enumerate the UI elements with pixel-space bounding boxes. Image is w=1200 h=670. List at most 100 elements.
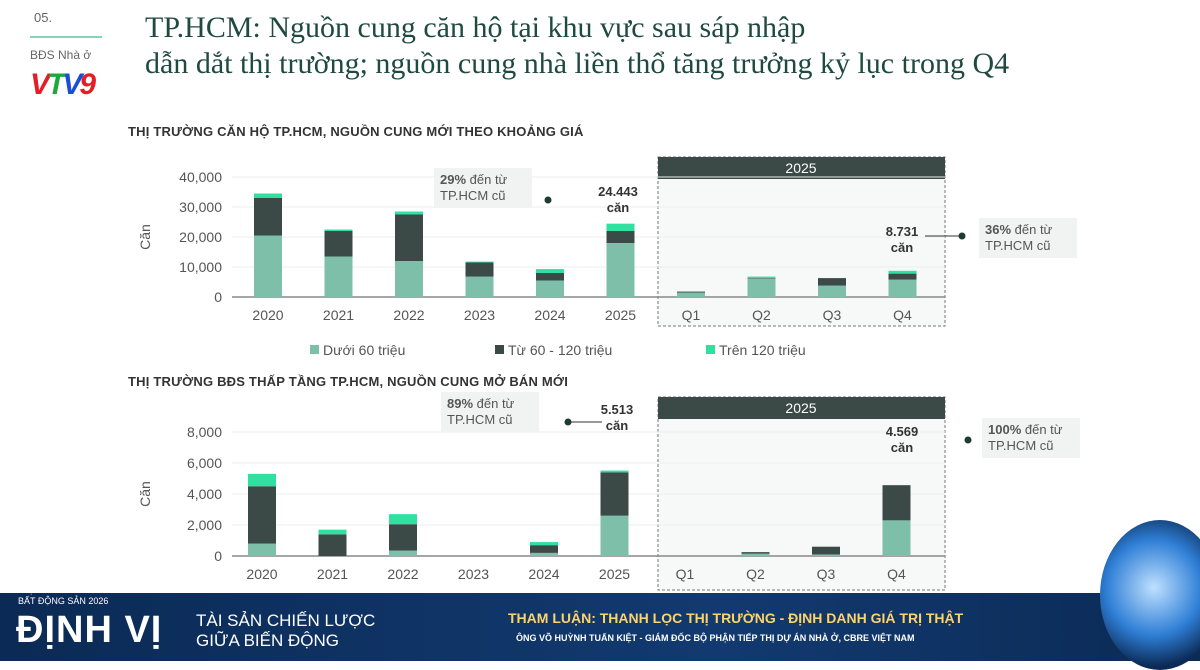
annotation-unit: căn [891,440,913,455]
x-tick-label: Q4 [887,566,906,582]
chart1-group-header [658,157,945,179]
page-title: TP.HCM: Nguồn cung căn hộ tại khu vực sa… [145,10,1009,82]
x-tick-label: Q3 [823,307,842,323]
banner-tagline: TÀI SẢN CHIẾN LƯỢC GIỮA BIẾN ĐỘNG [196,611,375,651]
x-tick-label: 2023 [458,566,489,582]
bar-segment-2025-s1 [600,472,629,516]
bar-segment-2021-s0 [324,256,353,297]
slide-number: 05. [34,10,53,25]
x-tick-label: Q2 [746,566,765,582]
bar-segment-Q4-s0 [882,520,911,556]
chart2-group-label: 2025 [785,400,816,416]
bar-segment-2025-s0 [600,515,629,556]
annotation-note: TP.HCM cũ [985,238,1051,253]
bar-segment-Q4-s2 [888,270,917,274]
x-tick-label: 2022 [393,307,424,323]
x-tick-label: Q1 [676,566,695,582]
annotation-pct: 36% đến từ [985,222,1053,237]
legend-label: Từ 60 - 120 triệu [508,342,612,358]
kicker-2: BẤT ĐỘNG SẢN 2026 [18,596,109,606]
x-tick-label: Q3 [817,566,836,582]
bar-segment-Q3-s0 [812,554,840,556]
bar-segment-2020-s2 [248,473,276,487]
bar-segment-2020-s1 [254,198,282,236]
bar-segment-Q3-s1 [818,278,846,286]
title-line-1: TP.HCM: Nguồn cung căn hộ tại khu vực sa… [145,11,806,44]
chart2-title: THỊ TRƯỜNG BĐS THẤP TẦNG TP.HCM, NGUỒN C… [128,374,569,389]
x-tick-label: 2020 [252,307,283,323]
bar-segment-Q2-s1 [747,277,776,279]
y-tick-label: 40,000 [179,169,222,185]
x-tick-label: 2024 [528,566,559,582]
legend-label: Trên 120 triệu [719,342,806,358]
broadcast-banner: THỊ TRƯỜNG BẤT ĐỘNG SẢN 2026 ĐỊNH VỊ TÀI … [0,585,1200,661]
bar-segment-2024-s1 [536,273,564,281]
bar-segment-2022-s2 [389,514,417,525]
bar-segment-Q2-s0 [747,278,776,297]
kicker-1: THỊ TRƯỜNG [18,585,76,595]
section-label: BĐS Nhà ở [30,48,92,62]
x-tick-label: 2022 [387,566,418,582]
y-tick-label: 4,000 [187,486,222,502]
bar-segment-2023-s1 [465,262,494,277]
chart1-title: THỊ TRƯỜNG CĂN HỘ TP.HCM, NGUỒN CUNG MỚI… [128,124,584,139]
annotation-pct: 100% đến từ [988,422,1063,437]
y-tick-label: 6,000 [187,455,222,471]
bar-segment-2022-s1 [395,214,423,261]
chart1-2025-box [657,156,946,327]
y-tick-label: 8,000 [187,424,222,440]
banner-brand: ĐỊNH VỊ [16,609,163,651]
annotation-total: 5.513 [601,402,634,417]
bar-segment-2021-s2 [318,529,347,535]
bar-segment-2024-s0 [536,280,564,297]
legend-swatch [310,345,319,354]
bar-segment-2025-s1 [606,231,635,243]
annotation-note: TP.HCM cũ [988,438,1054,453]
annotation-box [979,218,1077,258]
bar-segment-Q1-s0 [677,292,705,297]
annotation-note: TP.HCM cũ [440,188,506,203]
bar-segment-2022-s0 [389,550,417,556]
title-line-2: dẫn dắt thị trường; nguồn cung nhà liền … [145,47,1010,80]
vtv9-logo: VTV9 [30,68,96,101]
bar-segment-Q3-s0 [818,285,846,297]
annotation-dot [964,436,972,444]
bar-segment-Q3-s1 [812,546,840,555]
bar-segment-Q2-s1 [741,552,770,554]
chart1-group-label: 2025 [785,160,816,176]
y-tick-label: 30,000 [179,199,222,215]
bar-segment-2024-s2 [530,542,558,546]
annotation-note: TP.HCM cũ [447,412,513,427]
legend-label: Dưới 60 triệu [323,342,405,358]
x-tick-label: Q1 [682,307,701,323]
banner-kicker: THỊ TRƯỜNG BẤT ĐỘNG SẢN 2026 [18,585,108,607]
divider [30,36,102,38]
bar-segment-2025-s2 [600,470,629,473]
bar-segment-2022-s1 [389,524,417,551]
banner-headline: THAM LUẬN: THANH LỌC THỊ TRƯỜNG - ĐỊNH D… [508,610,964,626]
y-axis-label: Căn [137,224,153,250]
annotation-total: 4.569 [886,424,919,439]
bar-segment-2020-s2 [254,193,282,198]
globe-graphic [1100,520,1200,670]
y-tick-label: 10,000 [179,259,222,275]
bar-segment-Q4-s0 [888,279,917,297]
x-tick-label: 2023 [464,307,495,323]
bar-segment-Q2-s2 [747,276,776,278]
bar-segment-2024-s1 [530,545,558,553]
annotation-total: 24.443 [598,184,638,199]
bar-segment-2022-s2 [395,211,423,215]
x-tick-label: 2025 [599,566,630,582]
bar-segment-2021-s2 [324,229,353,231]
annotation-box [441,392,539,432]
bar-segment-2023-s0 [465,276,494,297]
bar-segment-2022-s0 [395,261,423,297]
annotation-unit: căn [607,200,629,215]
bar-segment-Q2-s0 [741,553,770,556]
x-tick-label: 2021 [317,566,348,582]
y-tick-label: 0 [214,548,222,564]
annotation-pct: 89% đến từ [447,396,515,411]
x-tick-label: 2025 [605,307,636,323]
bar-segment-2020-s0 [248,543,276,556]
x-tick-label: 2020 [246,566,277,582]
